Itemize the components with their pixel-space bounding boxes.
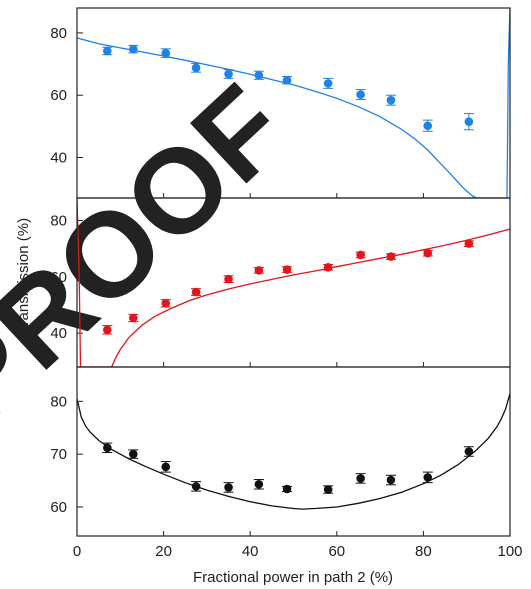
x-tick-label: 80 xyxy=(415,543,432,560)
model-curve xyxy=(77,198,510,367)
data-point xyxy=(356,90,365,99)
data-point xyxy=(282,265,292,274)
x-tick-label: 40 xyxy=(242,543,259,560)
data-point xyxy=(128,449,138,459)
data-point xyxy=(423,121,433,131)
x-tick-label: 100 xyxy=(497,543,522,560)
panel-2: 40 60 80 xyxy=(50,197,511,368)
panel-3: 60 70 80 xyxy=(50,366,511,537)
data-point xyxy=(161,48,171,58)
data-point xyxy=(128,313,138,323)
model-curve xyxy=(77,8,510,198)
data-point xyxy=(254,70,264,80)
data-point xyxy=(191,63,201,73)
y-tick-label: 60 xyxy=(50,499,67,516)
data-point xyxy=(103,46,112,56)
data-point xyxy=(224,483,233,492)
data-point xyxy=(323,262,333,272)
y-tick-label: 80 xyxy=(50,213,67,230)
data-point xyxy=(323,79,333,88)
data-point xyxy=(386,95,396,105)
y-tick-label: 60 xyxy=(50,87,67,104)
data-point xyxy=(103,325,112,335)
chart-panels: 40 60 80 40 60 80 60 70 80 xyxy=(50,7,511,537)
data-point xyxy=(224,69,233,79)
y-tick-label: 80 xyxy=(50,393,67,410)
data-point xyxy=(356,474,365,483)
x-tick-label: 60 xyxy=(328,543,345,560)
data-point xyxy=(191,482,201,491)
y-tick-label: 80 xyxy=(50,25,67,42)
data-point xyxy=(224,274,233,284)
y-tick-label: 70 xyxy=(50,446,67,463)
x-tick-label: 20 xyxy=(155,543,172,560)
data-point xyxy=(323,485,333,494)
watermark: PROOF xyxy=(0,60,312,449)
data-point xyxy=(464,447,474,456)
y-tick-label: 40 xyxy=(50,150,67,167)
x-tick-label: 0 xyxy=(73,543,81,560)
y-tick-label: 40 xyxy=(50,325,67,342)
data-point xyxy=(128,44,138,54)
data-point xyxy=(161,462,171,472)
data-point xyxy=(191,287,201,297)
data-point xyxy=(254,479,264,489)
data-point xyxy=(103,443,112,453)
data-point xyxy=(356,250,365,260)
y-axis-label: Transmission (%) xyxy=(15,218,32,334)
data-point xyxy=(464,117,474,126)
data-point xyxy=(282,484,292,494)
data-point xyxy=(386,252,396,261)
panel-frame xyxy=(76,366,511,537)
x-axis: 0 20 40 60 80 100 xyxy=(73,543,523,560)
y-tick-label: 60 xyxy=(50,269,67,286)
data-point xyxy=(423,473,433,482)
data-point xyxy=(161,299,171,308)
data-point xyxy=(254,266,264,275)
x-axis-label: Fractional power in path 2 (%) xyxy=(193,569,393,586)
data-point xyxy=(282,75,292,85)
data-point xyxy=(464,239,474,248)
data-point xyxy=(386,475,396,485)
model-curve xyxy=(77,393,510,510)
data-point xyxy=(423,248,433,258)
